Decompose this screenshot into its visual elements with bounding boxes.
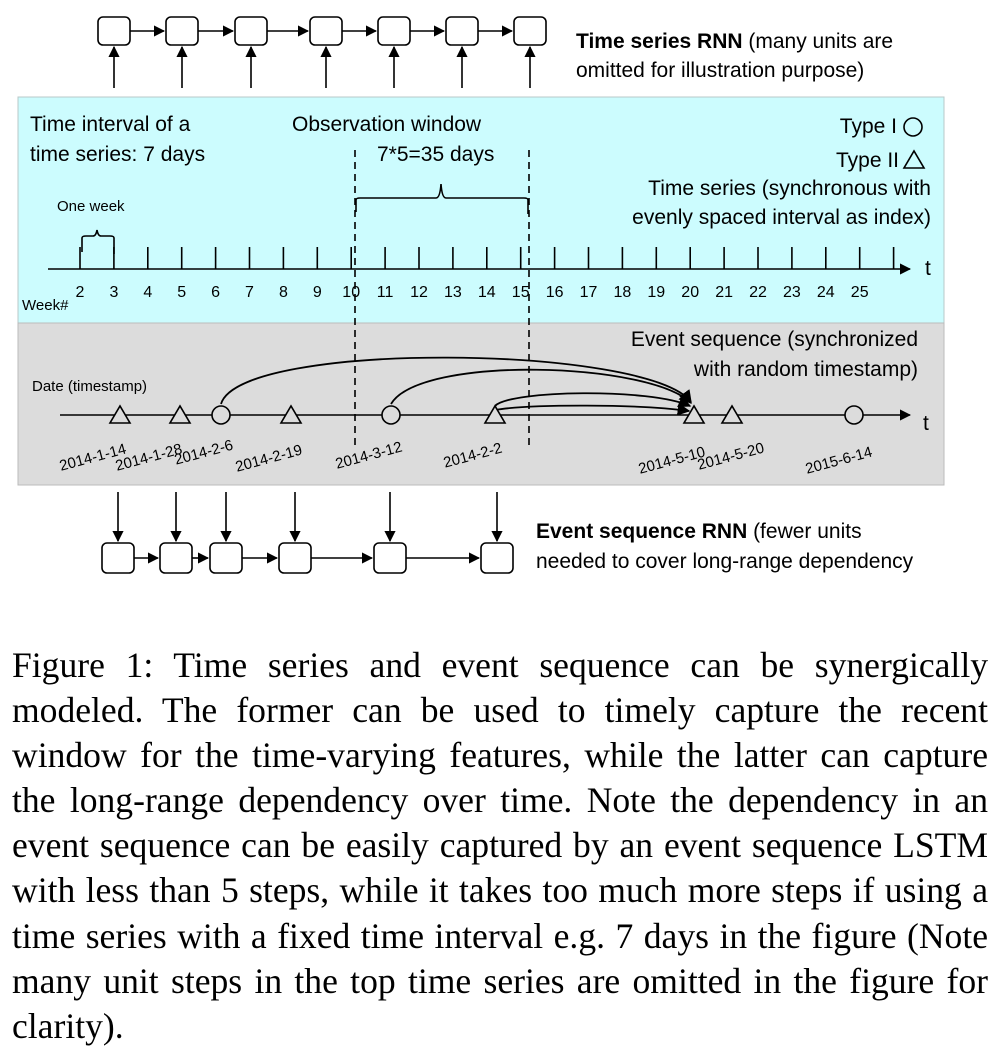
event-seq-desc-line1: Event sequence (synchronized — [631, 328, 918, 351]
observation-window-brace — [355, 183, 529, 214]
event-seq-desc-line2: with random timestamp) — [693, 358, 918, 381]
event-triangle-icon — [483, 404, 507, 424]
week-label: 21 — [715, 284, 733, 301]
week-label: 19 — [647, 284, 665, 301]
dependency-arc — [494, 403, 691, 416]
week-label: 8 — [279, 284, 288, 301]
rnn-unit — [209, 542, 243, 574]
week-number-label: Week# — [22, 297, 69, 314]
date-timestamp-label: Date (timestamp) — [32, 378, 147, 395]
rnn-unit — [101, 542, 135, 574]
event-circle-icon — [844, 405, 864, 425]
week-label: 18 — [614, 284, 632, 301]
one-week-label: One week — [57, 198, 125, 215]
time-series-desc-line1: Time series (synchronous with — [648, 177, 931, 200]
event-axis-t-label: t — [923, 412, 929, 435]
bottom-rnn-label-line1: Event sequence RNN (fewer units — [536, 520, 862, 543]
interval-label-line1: Time interval of a — [30, 113, 191, 136]
event-sequence-panel — [17, 322, 945, 486]
window-label-line1: Observation window — [292, 113, 482, 136]
one-week-brace — [81, 229, 115, 254]
dependency-arcs — [220, 356, 692, 416]
week-label: 22 — [749, 284, 767, 301]
week-label: 4 — [143, 284, 152, 301]
week-label: 23 — [783, 284, 801, 301]
event-circle-icon — [381, 405, 401, 425]
event-markers — [108, 404, 864, 425]
rnn-unit — [377, 16, 411, 46]
type1-label: Type I — [840, 115, 897, 138]
top-rnn-label-line1: Time series RNN (many units are — [576, 30, 893, 53]
event-sequence-rnn — [101, 492, 514, 574]
rnn-unit — [309, 16, 343, 46]
week-label: 6 — [211, 284, 220, 301]
top-rnn-label-line2: omitted for illustration purpose) — [576, 59, 864, 82]
type2-triangle-icon — [902, 149, 926, 169]
week-label: 20 — [681, 284, 699, 301]
rnn-unit — [278, 542, 312, 574]
event-triangle-icon — [108, 404, 132, 424]
rnn-unit — [159, 542, 193, 574]
week-label: 15 — [512, 284, 530, 301]
week-label: 16 — [546, 284, 564, 301]
type2-label: Type II — [836, 149, 899, 172]
rnn-unit — [234, 16, 268, 46]
input-arrows — [108, 45, 536, 88]
rnn-unit — [373, 542, 407, 574]
figure-caption: Figure 1: Time series and event sequence… — [12, 645, 988, 1046]
week-label: 7 — [245, 284, 254, 301]
bottom-rnn-label-line2: needed to cover long-range dependency — [536, 550, 914, 573]
event-circle-icon — [211, 405, 231, 425]
event-triangle-icon — [279, 404, 303, 424]
rnn-unit — [97, 16, 131, 46]
diagram: Time series RNN (many units are omitted … — [17, 16, 945, 574]
rnn-unit — [165, 16, 199, 46]
time-series-panel — [17, 96, 945, 324]
interval-label-line2: time series: 7 days — [30, 143, 205, 166]
week-label: 14 — [478, 284, 496, 301]
dependency-arc — [390, 368, 692, 405]
week-label: 10 — [342, 284, 360, 301]
week-label: 5 — [177, 284, 186, 301]
dependency-arc — [494, 392, 692, 408]
week-ticks — [79, 247, 895, 269]
type1-circle-icon — [903, 117, 923, 137]
event-triangle-icon — [168, 404, 192, 424]
time-axis-t-label: t — [925, 257, 931, 280]
week-label: 25 — [851, 284, 869, 301]
week-label: 13 — [444, 284, 462, 301]
dependency-arc — [220, 356, 692, 405]
time-series-desc-line2: evenly spaced interval as index) — [632, 206, 931, 229]
week-label: 17 — [580, 284, 598, 301]
rnn-unit — [480, 542, 514, 574]
input-arrows — [112, 492, 503, 543]
week-label: 9 — [313, 284, 322, 301]
week-labels: 2 3 4 5 6 7 8 9 10 11 12 13 14 15 16 17 18 19 20 21 22 23 24 25 — [76, 284, 869, 301]
week-label: 12 — [410, 284, 428, 301]
event-triangle-icon — [720, 404, 744, 424]
week-label: 2 — [76, 284, 85, 301]
event-triangle-icon — [682, 404, 706, 424]
week-label: 24 — [817, 284, 835, 301]
rnn-unit — [513, 16, 547, 46]
week-label: 11 — [377, 284, 394, 301]
rnn-unit — [445, 16, 479, 46]
window-label-line2: 7*5=35 days — [377, 143, 494, 166]
week-label: 3 — [109, 284, 118, 301]
time-series-rnn — [97, 16, 547, 88]
